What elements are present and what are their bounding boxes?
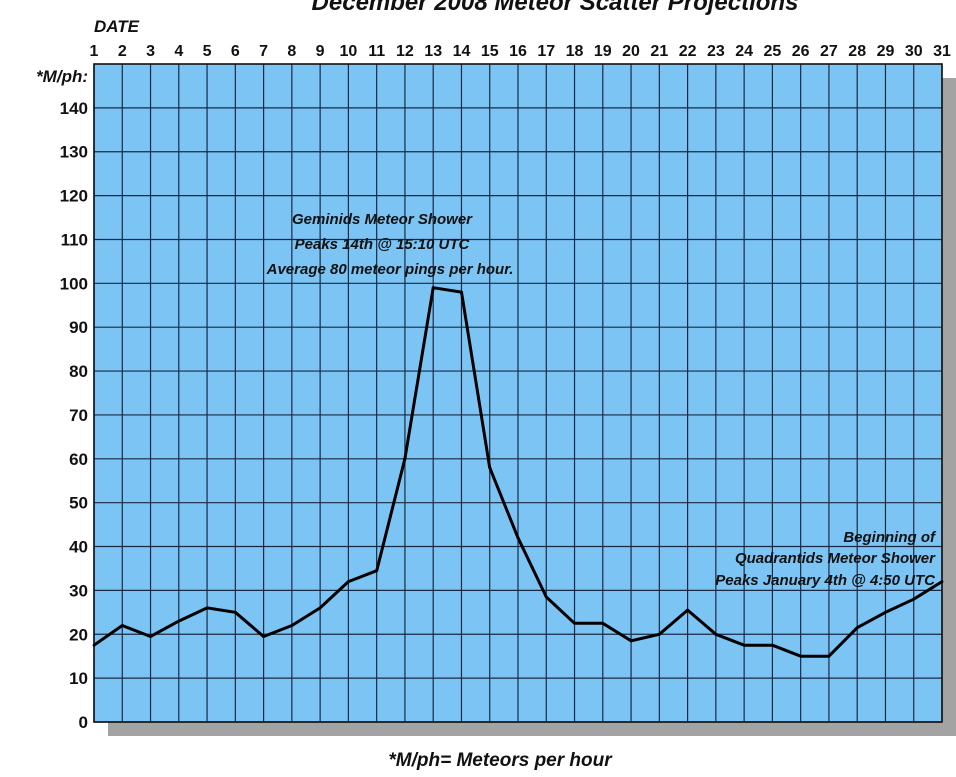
x-tick-label: 20 — [622, 43, 640, 60]
x-tick-label: 16 — [509, 43, 527, 60]
x-tick-label: 30 — [905, 43, 923, 60]
data-point — [290, 624, 294, 627]
data-points — [92, 286, 944, 658]
data-point — [912, 597, 916, 601]
x-tick-label: 21 — [650, 43, 668, 60]
data-point — [629, 639, 633, 643]
x-tick-label: 25 — [764, 43, 782, 60]
x-tick-label: 13 — [424, 43, 442, 60]
x-tick-label: 11 — [368, 43, 385, 60]
data-point — [884, 610, 887, 614]
plot-frame — [93, 63, 943, 723]
data-point — [233, 610, 237, 614]
data-point — [488, 466, 492, 469]
x-tick-labels: 1 2 3 4 5 6 7 8 9 10 11 12 13 14 15 16 17 18 19 20 21 22 23 24 2… — [90, 43, 951, 60]
x-tick-label: 29 — [877, 43, 895, 60]
data-point — [686, 608, 689, 612]
x-tick-label: 7 — [259, 43, 268, 60]
data-point — [657, 632, 661, 636]
data-point — [262, 635, 265, 638]
geminids-line-1: Geminids Meteor Shower — [292, 211, 473, 228]
x-tick-label: 17 — [537, 43, 555, 60]
y-tick-label: 80 — [69, 362, 88, 381]
y-tick-labels: 0 10 20 30 40 50 60 70 80 90 100 110 120 130 140 — [60, 99, 88, 732]
x-tick-label: 18 — [566, 43, 584, 60]
x-tick-label: 2 — [118, 43, 127, 60]
x-tick-label: 19 — [594, 43, 612, 60]
data-point — [347, 580, 350, 584]
x-tick-label: 15 — [481, 43, 499, 60]
y-axis-header: *M/ph: — [36, 67, 88, 86]
x-tick-label: 26 — [792, 43, 810, 60]
data-point — [177, 619, 181, 623]
y-tick-label: 30 — [69, 581, 88, 600]
y-tick-label: 100 — [60, 274, 88, 293]
y-tick-label: 70 — [69, 406, 88, 425]
y-tick-label: 140 — [60, 99, 88, 118]
quadrantids-annotation: Beginning of Quadrantids Meteor Shower P… — [715, 529, 937, 589]
chart-title: December 2008 Meteor Scatter Projections — [312, 0, 799, 16]
x-tick-label: 12 — [396, 43, 414, 60]
data-point — [544, 595, 548, 599]
data-point — [827, 654, 831, 658]
x-tick-label: 27 — [820, 43, 838, 60]
geminids-line-3: Average 80 meteor pings per hour. — [266, 261, 514, 278]
geminids-line-2: Peaks 14th @ 15:10 UTC — [295, 236, 471, 253]
geminids-annotation: Geminids Meteor Shower Peaks 14th @ 15:1… — [266, 211, 514, 278]
data-point — [714, 632, 718, 636]
data-point — [205, 606, 209, 610]
y-tick-label: 50 — [69, 494, 88, 513]
data-point — [799, 654, 803, 658]
x-tick-label: 28 — [848, 43, 866, 60]
y-tick-label: 120 — [60, 187, 88, 206]
data-point — [516, 536, 520, 540]
x-tick-label: 8 — [287, 43, 296, 60]
y-tick-label: 110 — [61, 230, 88, 249]
y-tick-label: 90 — [69, 318, 88, 337]
data-point — [940, 580, 944, 584]
x-tick-label: 14 — [453, 43, 471, 60]
x-tick-label: 1 — [90, 43, 99, 60]
data-point — [573, 621, 576, 625]
quadrantids-line-1: Beginning of — [843, 529, 937, 546]
data-point — [460, 290, 463, 294]
data-point — [403, 457, 407, 461]
data-point — [601, 621, 605, 625]
data-point — [742, 643, 746, 647]
data-point — [318, 606, 322, 610]
x-tick-label: 10 — [340, 43, 358, 60]
y-tick-label: 0 — [79, 713, 88, 732]
data-point — [92, 643, 96, 647]
data-point — [120, 624, 124, 627]
data-point — [771, 643, 774, 647]
x-tick-label: 22 — [679, 43, 697, 60]
y-tick-label: 10 — [69, 669, 88, 688]
data-point — [375, 569, 379, 573]
x-tick-label: 24 — [735, 43, 753, 60]
footnote: *M/ph= Meteors per hour — [388, 750, 613, 771]
y-tick-label: 20 — [69, 625, 88, 644]
x-tick-label: 3 — [146, 43, 155, 60]
data-point — [149, 635, 152, 638]
x-tick-label: 23 — [707, 43, 725, 60]
data-point — [855, 626, 859, 630]
x-tick-label: 9 — [316, 43, 325, 60]
quadrantids-line-3: Peaks January 4th @ 4:50 UTC — [715, 572, 936, 589]
x-axis-header: DATE — [94, 17, 140, 36]
quadrantids-line-2: Quadrantids Meteor Shower — [735, 550, 936, 567]
y-tick-label: 40 — [69, 538, 88, 557]
y-tick-label: 60 — [69, 450, 88, 469]
x-tick-label: 31 — [933, 43, 951, 60]
data-point — [431, 286, 435, 290]
x-tick-label: 4 — [174, 43, 183, 60]
x-tick-label: 6 — [231, 43, 240, 60]
x-tick-label: 5 — [203, 43, 212, 60]
y-tick-label: 130 — [60, 143, 88, 162]
